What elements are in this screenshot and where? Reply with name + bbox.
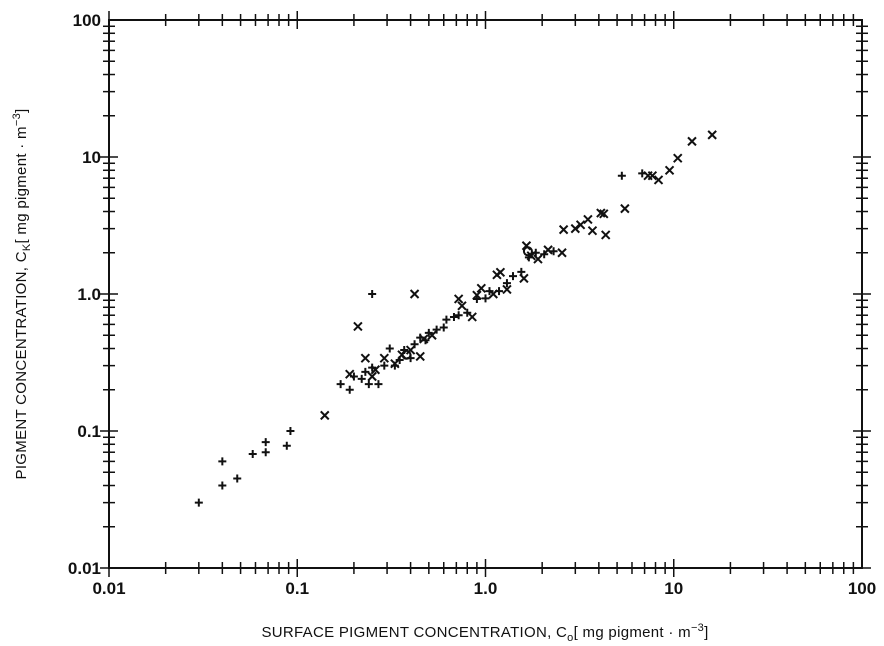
data-point-cross [476,283,487,294]
data-point-cross [583,214,593,225]
data-point-plus [261,448,270,457]
y-tick-labels: 0.01 0.1 1.0 10 100 [68,11,101,578]
y-tick-label: 0.01 [68,559,101,578]
minor-ticks [100,11,871,577]
y-tick-label: 0.1 [77,422,101,441]
data-point-cross [526,251,536,261]
data-point-plus [357,374,366,383]
y-tick-label: 1.0 [77,285,101,304]
data-point-cross [575,220,586,230]
data-point-cross [467,312,477,322]
data-point-cross [453,294,464,304]
data-point-plus [336,380,345,389]
data-point-plus [261,438,270,447]
data-point-plus [248,449,257,458]
data-point-plus [463,308,472,317]
data-point-cross [353,321,363,332]
data-point-cross [472,290,482,300]
data-point-cross [360,353,371,363]
data-point-cross [707,130,717,140]
data-point-cross [620,203,630,214]
data-point-plus [194,498,203,507]
data-point-cross [320,410,330,421]
plot-frame [108,19,863,569]
data-point-cross [502,284,512,295]
x-tick-labels: 0.01 0.1 1.0 10 100 [92,579,876,598]
data-point-plus [449,312,458,321]
data-point-plus [432,325,441,334]
data-point-plus [442,315,451,324]
data-point-cross [457,301,467,311]
data-point-cross [558,224,569,235]
data-point-circle [522,246,533,257]
data-point-cross [596,208,606,218]
data-point-cross [427,330,437,340]
x-tick-label: 100 [848,579,876,598]
data-point-plus [364,380,373,389]
data-point-cross [653,175,664,185]
data-point-cross [379,353,390,363]
data-point-plus [233,474,242,483]
x-tick-label: 0.01 [92,579,125,598]
data-point-plus [502,279,511,288]
data-point-cross [519,273,529,284]
data-point-cross [647,171,658,181]
data-point-cross [419,334,429,344]
y-tick-label: 100 [73,11,101,30]
data-point-plus [439,323,448,332]
data-point-cross [557,248,567,258]
data-point-cross [409,289,420,299]
data-point-plus [218,481,227,490]
y-tick-label: 10 [82,148,101,167]
data-point-cross [533,254,543,264]
data-point-cross [600,230,611,240]
data-point-plus [282,441,291,450]
data-point-plus [380,361,389,370]
y-axis-label: PIGMENT CONCENTRATION, CK[ mg pigment · … [11,109,33,480]
data-point-cross [495,267,506,278]
data-point-plus [361,367,370,376]
data-point-plus [368,290,377,298]
data-point-circle [401,349,412,360]
data-points [194,130,717,507]
data-point-cross [570,223,581,234]
x-tick-label: 10 [664,579,683,598]
data-point-cross [390,358,400,369]
data-point-cross [405,345,416,355]
data-point-cross [543,245,553,255]
x-axis-label: SURFACE PIGMENT CONCENTRATION, Co[ mg pi… [261,622,708,644]
data-point-cross [587,225,598,236]
data-point-plus [345,385,354,394]
data-point-cross [687,136,697,147]
data-point-cross [415,351,425,362]
data-point-cross [345,369,355,379]
data-point-cross [370,365,381,375]
data-point-plus [617,171,626,180]
data-point-plus [385,344,394,353]
data-point-cross [664,165,675,175]
x-tick-label: 0.1 [285,579,309,598]
data-point-plus [454,311,463,320]
data-point-plus [374,380,383,389]
data-point-plus [481,294,490,303]
x-tick-label: 1.0 [474,579,498,598]
data-point-plus [218,457,227,466]
data-point-plus [509,272,518,281]
data-point-plus [540,250,549,259]
data-point-cross [367,371,377,382]
data-point-plus [286,427,295,435]
data-point-cross [673,153,683,163]
data-point-cross [488,289,498,299]
data-point-cross [599,209,609,219]
